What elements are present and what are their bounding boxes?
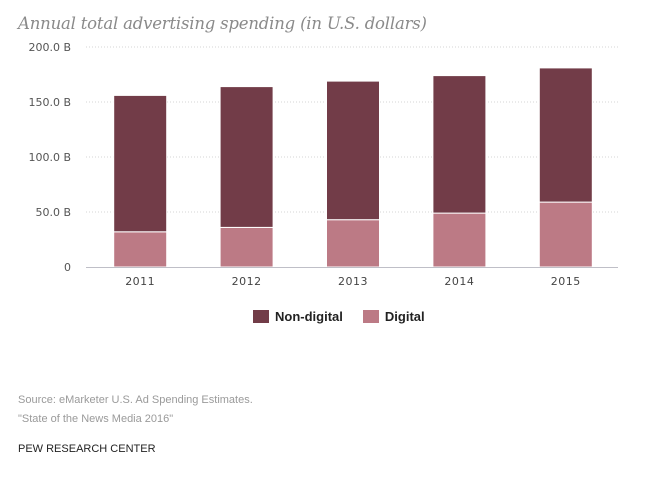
y-tick-label: 150.0 B (28, 96, 71, 109)
legend-label: Non-digital (275, 309, 343, 324)
bar-digital-2013[interactable] (326, 219, 380, 268)
bar-non-digital-2014[interactable] (432, 75, 487, 214)
bar-non-digital-2015[interactable] (538, 67, 593, 203)
bars (113, 67, 593, 268)
x-tick-label: 2013 (338, 275, 368, 288)
y-tick-label: 50.0 B (35, 206, 71, 219)
y-tick-label: 100.0 B (28, 151, 71, 164)
legend-item-digital[interactable]: Digital (362, 309, 425, 324)
y-axis: 0 50.0 B 100.0 B 150.0 B 200.0 B (28, 41, 71, 274)
x-tick-label: 2015 (551, 275, 581, 288)
legend-label: Digital (384, 309, 425, 324)
x-tick-label: 2012 (232, 275, 262, 288)
legend-item-non-digital[interactable]: Non-digital (253, 309, 343, 324)
x-tick-label: 2014 (444, 275, 474, 288)
source-line: Source: eMarketer U.S. Ad Spending Estim… (18, 394, 253, 406)
bar-digital-2012[interactable] (219, 226, 274, 268)
source-note: Source: eMarketer U.S. Ad Spending Estim… (18, 391, 253, 429)
bar-non-digital-2011[interactable] (113, 94, 168, 233)
legend: Non-digital Digital (253, 309, 445, 324)
organization-label: PEW RESEARCH CENTER (18, 443, 156, 455)
source-line: "State of the News Media 2016" (18, 413, 174, 425)
bar-digital-2014[interactable] (432, 212, 487, 268)
bar-non-digital-2012[interactable] (219, 86, 274, 228)
bar-digital-2011[interactable] (113, 231, 168, 268)
chart-title: Annual total advertising spending (in U.… (18, 14, 427, 33)
y-tick-label: 0 (64, 261, 71, 274)
legend-swatch-non-digital (253, 310, 269, 323)
y-tick-label: 200.0 B (28, 41, 71, 54)
bar-non-digital-2013[interactable] (326, 80, 380, 221)
x-axis: 2011 2012 2013 2014 2015 (86, 267, 618, 288)
bar-digital-2015[interactable] (538, 201, 593, 268)
legend-swatch-digital (362, 310, 379, 323)
x-tick-label: 2011 (125, 275, 155, 288)
